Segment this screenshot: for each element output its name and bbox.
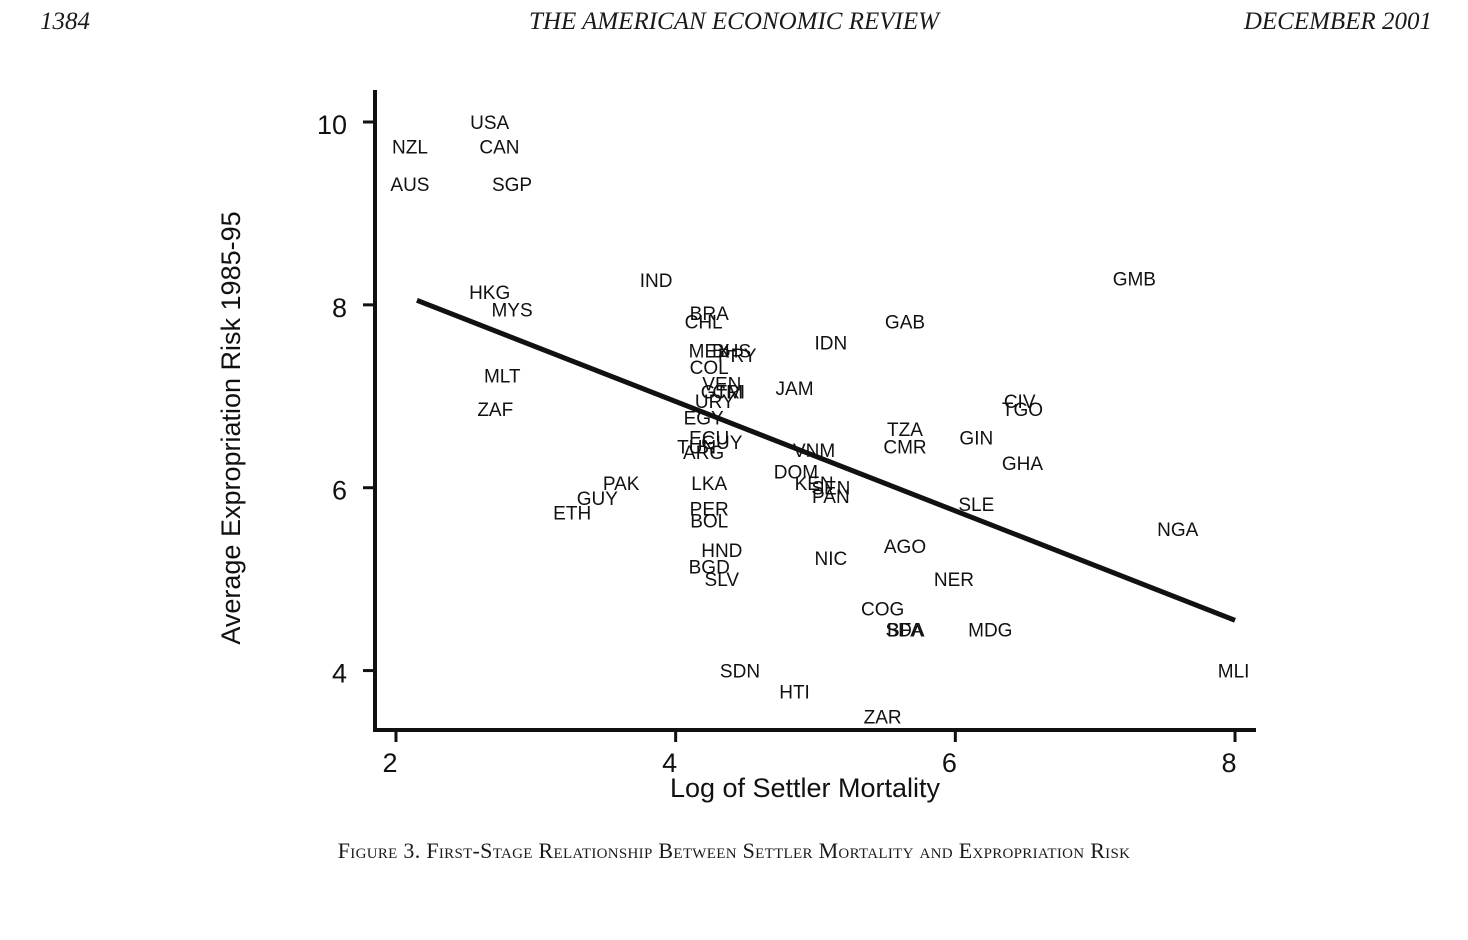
- point-label: GHA: [1002, 454, 1044, 475]
- point-label: EGY: [684, 408, 724, 429]
- y-tick-label: 4: [332, 659, 347, 689]
- point-label: HTI: [779, 683, 810, 704]
- issue-date: DECEMBER 2001: [1243, 8, 1432, 35]
- point-label: COL: [690, 358, 729, 379]
- figure-caption: Figure 3. First-Stage Relationship Betwe…: [0, 838, 1468, 864]
- point-label: NZL: [392, 138, 428, 159]
- point-label: TZA: [887, 420, 923, 441]
- x-axis-label: Log of Settler Mortality: [670, 773, 941, 803]
- point-label: ARG: [683, 443, 724, 464]
- point-label: BGD: [689, 557, 730, 578]
- y-tick-label: 10: [317, 110, 347, 140]
- point-label: CRI: [712, 383, 745, 404]
- point-label: JAM: [776, 379, 814, 400]
- point-label: MDG: [968, 620, 1012, 641]
- fit-line-group: [416, 297, 1236, 623]
- point-label: HND: [701, 541, 742, 562]
- point-label: MLT: [484, 366, 521, 387]
- chart-axes: 2 4 6 8 4 6 8 10: [317, 90, 1256, 778]
- fit-line: [416, 297, 1236, 623]
- caption-label: Figure 3.: [337, 838, 421, 863]
- point-label: GTM: [701, 383, 743, 404]
- page-number: 1384: [40, 8, 90, 35]
- point-label: URY: [695, 392, 735, 413]
- point-label: GMB: [1113, 269, 1156, 290]
- point-label: TUN: [677, 438, 716, 459]
- point-label: SEN: [811, 479, 850, 500]
- point-label: PER: [690, 500, 729, 521]
- point-label: ZAF: [477, 400, 513, 421]
- point-label: BRA: [690, 304, 729, 325]
- point-label: BOL: [690, 512, 728, 533]
- point-label: MYS: [491, 300, 532, 321]
- point-label: CAN: [479, 138, 519, 159]
- point-label: AGO: [884, 537, 926, 558]
- y-tick-label: 6: [332, 476, 347, 506]
- point-label: BFA: [887, 620, 923, 641]
- point-label: NGA: [1157, 520, 1199, 541]
- y-axis-label: Average Expropriation Risk 1985-95: [216, 211, 246, 644]
- point-label: PRY: [718, 346, 757, 367]
- point-label: SLE: [958, 495, 994, 516]
- point-label: CMR: [883, 438, 926, 459]
- point-label: SDN: [720, 662, 760, 683]
- x-tick-label: 4: [662, 748, 677, 778]
- x-tick-label: 2: [382, 748, 397, 778]
- point-label: SGP: [492, 175, 532, 196]
- point-label: ETH: [553, 503, 591, 524]
- caption-text: First-Stage Relationship Between Settler…: [426, 838, 1131, 863]
- point-label: NIC: [815, 549, 848, 570]
- point-label: PAN: [812, 487, 850, 508]
- point-label: GUY: [701, 433, 743, 454]
- x-tick-label: 8: [1222, 748, 1237, 778]
- point-label: ZAR: [864, 707, 902, 728]
- point-label: CHL: [685, 312, 723, 333]
- point-label: DOM: [774, 462, 818, 483]
- point-label: IDN: [815, 333, 848, 354]
- point-label: IND: [640, 271, 673, 292]
- point-label: AUS: [390, 175, 429, 196]
- point-label: BHS: [712, 342, 751, 363]
- point-label: COG: [861, 599, 904, 620]
- point-label: KEN: [795, 474, 834, 495]
- y-tick-label: 8: [332, 293, 347, 323]
- point-label: LKA: [691, 474, 727, 495]
- point-label: VNM: [793, 441, 835, 462]
- point-label: CIV: [1004, 392, 1036, 413]
- journal-title: THE AMERICAN ECONOMIC REVIEW: [529, 8, 939, 35]
- point-label: USA: [470, 113, 509, 134]
- point-label: MLI: [1218, 662, 1250, 683]
- x-tick-label: 6: [942, 748, 957, 778]
- point-label: MEX: [689, 342, 731, 363]
- point-label: NER: [934, 570, 974, 591]
- point-label: PAK: [603, 474, 640, 495]
- point-label: GIN: [959, 428, 993, 449]
- point-label: GUY: [577, 489, 619, 510]
- point-label: ECU: [689, 428, 729, 449]
- point-label: VEN: [702, 374, 741, 395]
- point-label: SLV: [705, 570, 740, 591]
- point-label: TGO: [1002, 400, 1043, 421]
- point-label: GAB: [885, 312, 925, 333]
- point-label: SDA: [885, 620, 924, 641]
- point-label: HKG: [469, 283, 510, 304]
